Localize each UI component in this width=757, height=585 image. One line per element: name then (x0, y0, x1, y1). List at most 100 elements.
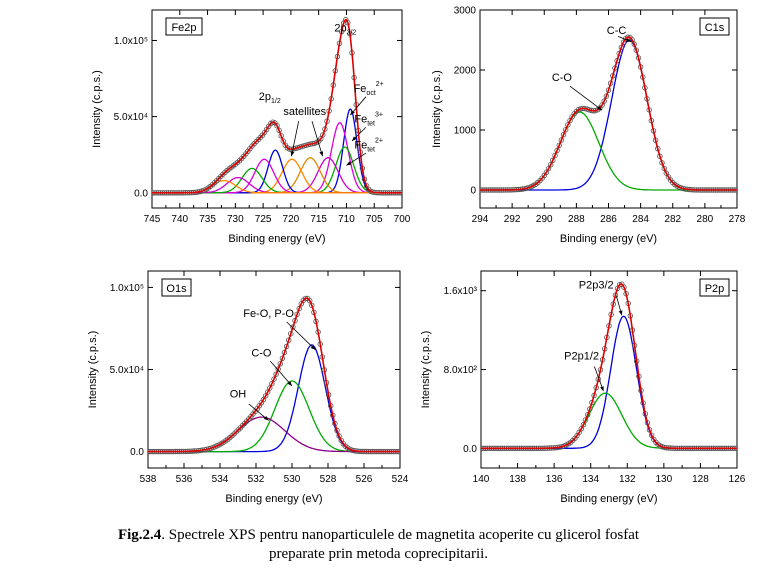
peak-annotation: OH (230, 388, 247, 400)
caption-text: . Spectrele XPS pentru nanoparticulele d… (161, 527, 640, 543)
x-tick-label: 715 (310, 214, 327, 225)
x-tick-label: 530 (284, 474, 301, 485)
arrow-head (597, 105, 603, 111)
y-axis-label: Intensity (c.p.s.) (420, 331, 432, 409)
x-tick-label: 705 (366, 214, 383, 225)
chart-c1s: 294 292 290 288 286 284 282 280 278 0 1000 2000 3000… (431, 6, 746, 246)
x-tick-label: 745 (144, 214, 161, 225)
chart-fe2p: 745 740 735 730 725 720 715 710 705 700 0.0 5.0x10⁴… (91, 9, 411, 245)
data-point (631, 41, 637, 47)
arrow-head (346, 161, 352, 166)
data-point (271, 376, 277, 382)
data-point (275, 366, 281, 372)
peak-annotation: P2p1/2 (564, 351, 599, 363)
peak-annotation: P2p3/2 (579, 280, 614, 292)
data-point (269, 381, 275, 387)
data-point (336, 433, 342, 439)
title-box (699, 278, 730, 297)
plot-frame (480, 270, 738, 469)
data-point (338, 437, 344, 444)
annotation-superscript: 3+ (375, 112, 383, 119)
annotation-arrow (569, 85, 603, 111)
x-tick-label: 128 (692, 474, 709, 485)
x-tick-label: 132 (619, 474, 636, 485)
title-box (161, 278, 192, 297)
data-point (556, 142, 562, 148)
xps-figure: 745 740 735 730 725 720 715 710 705 700 0.0 5.0x10⁴… (87, 6, 746, 506)
data-point (663, 170, 669, 176)
annotation-arrow (311, 121, 323, 157)
data-point (558, 137, 565, 143)
arrow-head (626, 38, 631, 42)
x-axis-label: Binding energy (eV) (560, 233, 657, 245)
data-point (554, 147, 560, 154)
figure-caption: Fig.2.4. Spectrele XPS pentru nanopartic… (0, 526, 757, 564)
peak-annotation: 2p3/2 (334, 22, 356, 36)
data-point (550, 157, 556, 163)
fit-envelope (148, 297, 400, 453)
x-tick-label: 286 (600, 214, 617, 225)
peak-annotation: Fetet2+ (354, 138, 383, 154)
y-tick-label: 0.0 (130, 447, 144, 458)
component-peak-1 (480, 39, 737, 191)
y-tick-label: 8.0x10² (444, 365, 478, 376)
x-tick-label: 725 (255, 214, 272, 225)
arrow-head (618, 310, 623, 316)
data-point (665, 174, 672, 180)
peak-annotation: C-O (251, 347, 272, 359)
peak-annotation: 2p1/2 (259, 91, 281, 105)
component-peak-5 (152, 157, 402, 194)
y-axis-label: Intensity (c.p.s.) (87, 331, 99, 409)
data-point (560, 131, 567, 138)
component-peak-2 (480, 111, 737, 191)
fit-envelope (481, 283, 737, 450)
arrow-head (600, 386, 604, 392)
arrow-head (287, 381, 292, 386)
y-tick-label: 2000 (454, 66, 477, 77)
data-point (661, 165, 667, 172)
component-peak-4 (152, 157, 402, 194)
peak-annotation: C-C (607, 25, 627, 37)
x-tick-label: 740 (171, 214, 188, 225)
data-point (552, 152, 558, 159)
annotation-subscript: tet (367, 121, 375, 128)
x-tick-label: 290 (536, 214, 553, 225)
x-axis-label: Binding energy (eV) (225, 493, 322, 505)
peak-annotation: C-O (552, 72, 573, 84)
y-tick-label: 1000 (454, 126, 477, 137)
arrow-head (350, 110, 355, 116)
y-tick-label: 0 (470, 186, 476, 197)
arrow-head (263, 416, 269, 421)
data-point (563, 126, 569, 133)
x-tick-label: 528 (320, 474, 337, 485)
caption-line2: preparate prin metoda coprecipitarii. (268, 546, 489, 562)
data-point (601, 98, 607, 104)
y-tick-label: 5.0x10⁴ (114, 112, 148, 123)
y-tick-label: 1.6x10³ (444, 286, 478, 297)
x-tick-label: 126 (729, 474, 746, 485)
annotation-subscript: 3/2 (347, 29, 357, 36)
y-tick-label: 1.0x10⁵ (114, 36, 148, 47)
annotation-subscript: 1/2 (271, 98, 281, 105)
x-axis-label: Binding energy (eV) (560, 493, 657, 505)
plot-frame (147, 270, 401, 469)
data-point (548, 161, 554, 168)
title-box (699, 17, 730, 36)
peak-annotation: satellites (283, 106, 326, 118)
arrow-head (319, 151, 324, 157)
peak-annotation: Fetet3+ (354, 112, 383, 128)
y-tick-label: 0.0 (134, 188, 148, 199)
arrow-head (352, 136, 357, 141)
x-tick-label: 278 (729, 214, 746, 225)
x-tick-label: 720 (283, 214, 300, 225)
x-tick-label: 282 (664, 214, 681, 225)
data-point (620, 39, 627, 45)
x-tick-label: 710 (338, 214, 355, 225)
component-peak-3 (148, 416, 400, 453)
data-points (481, 281, 737, 451)
x-axis-label: Binding energy (eV) (228, 233, 325, 245)
data-point (651, 436, 657, 443)
data-point (582, 417, 589, 423)
data-point (267, 385, 273, 391)
data-point (273, 371, 279, 377)
